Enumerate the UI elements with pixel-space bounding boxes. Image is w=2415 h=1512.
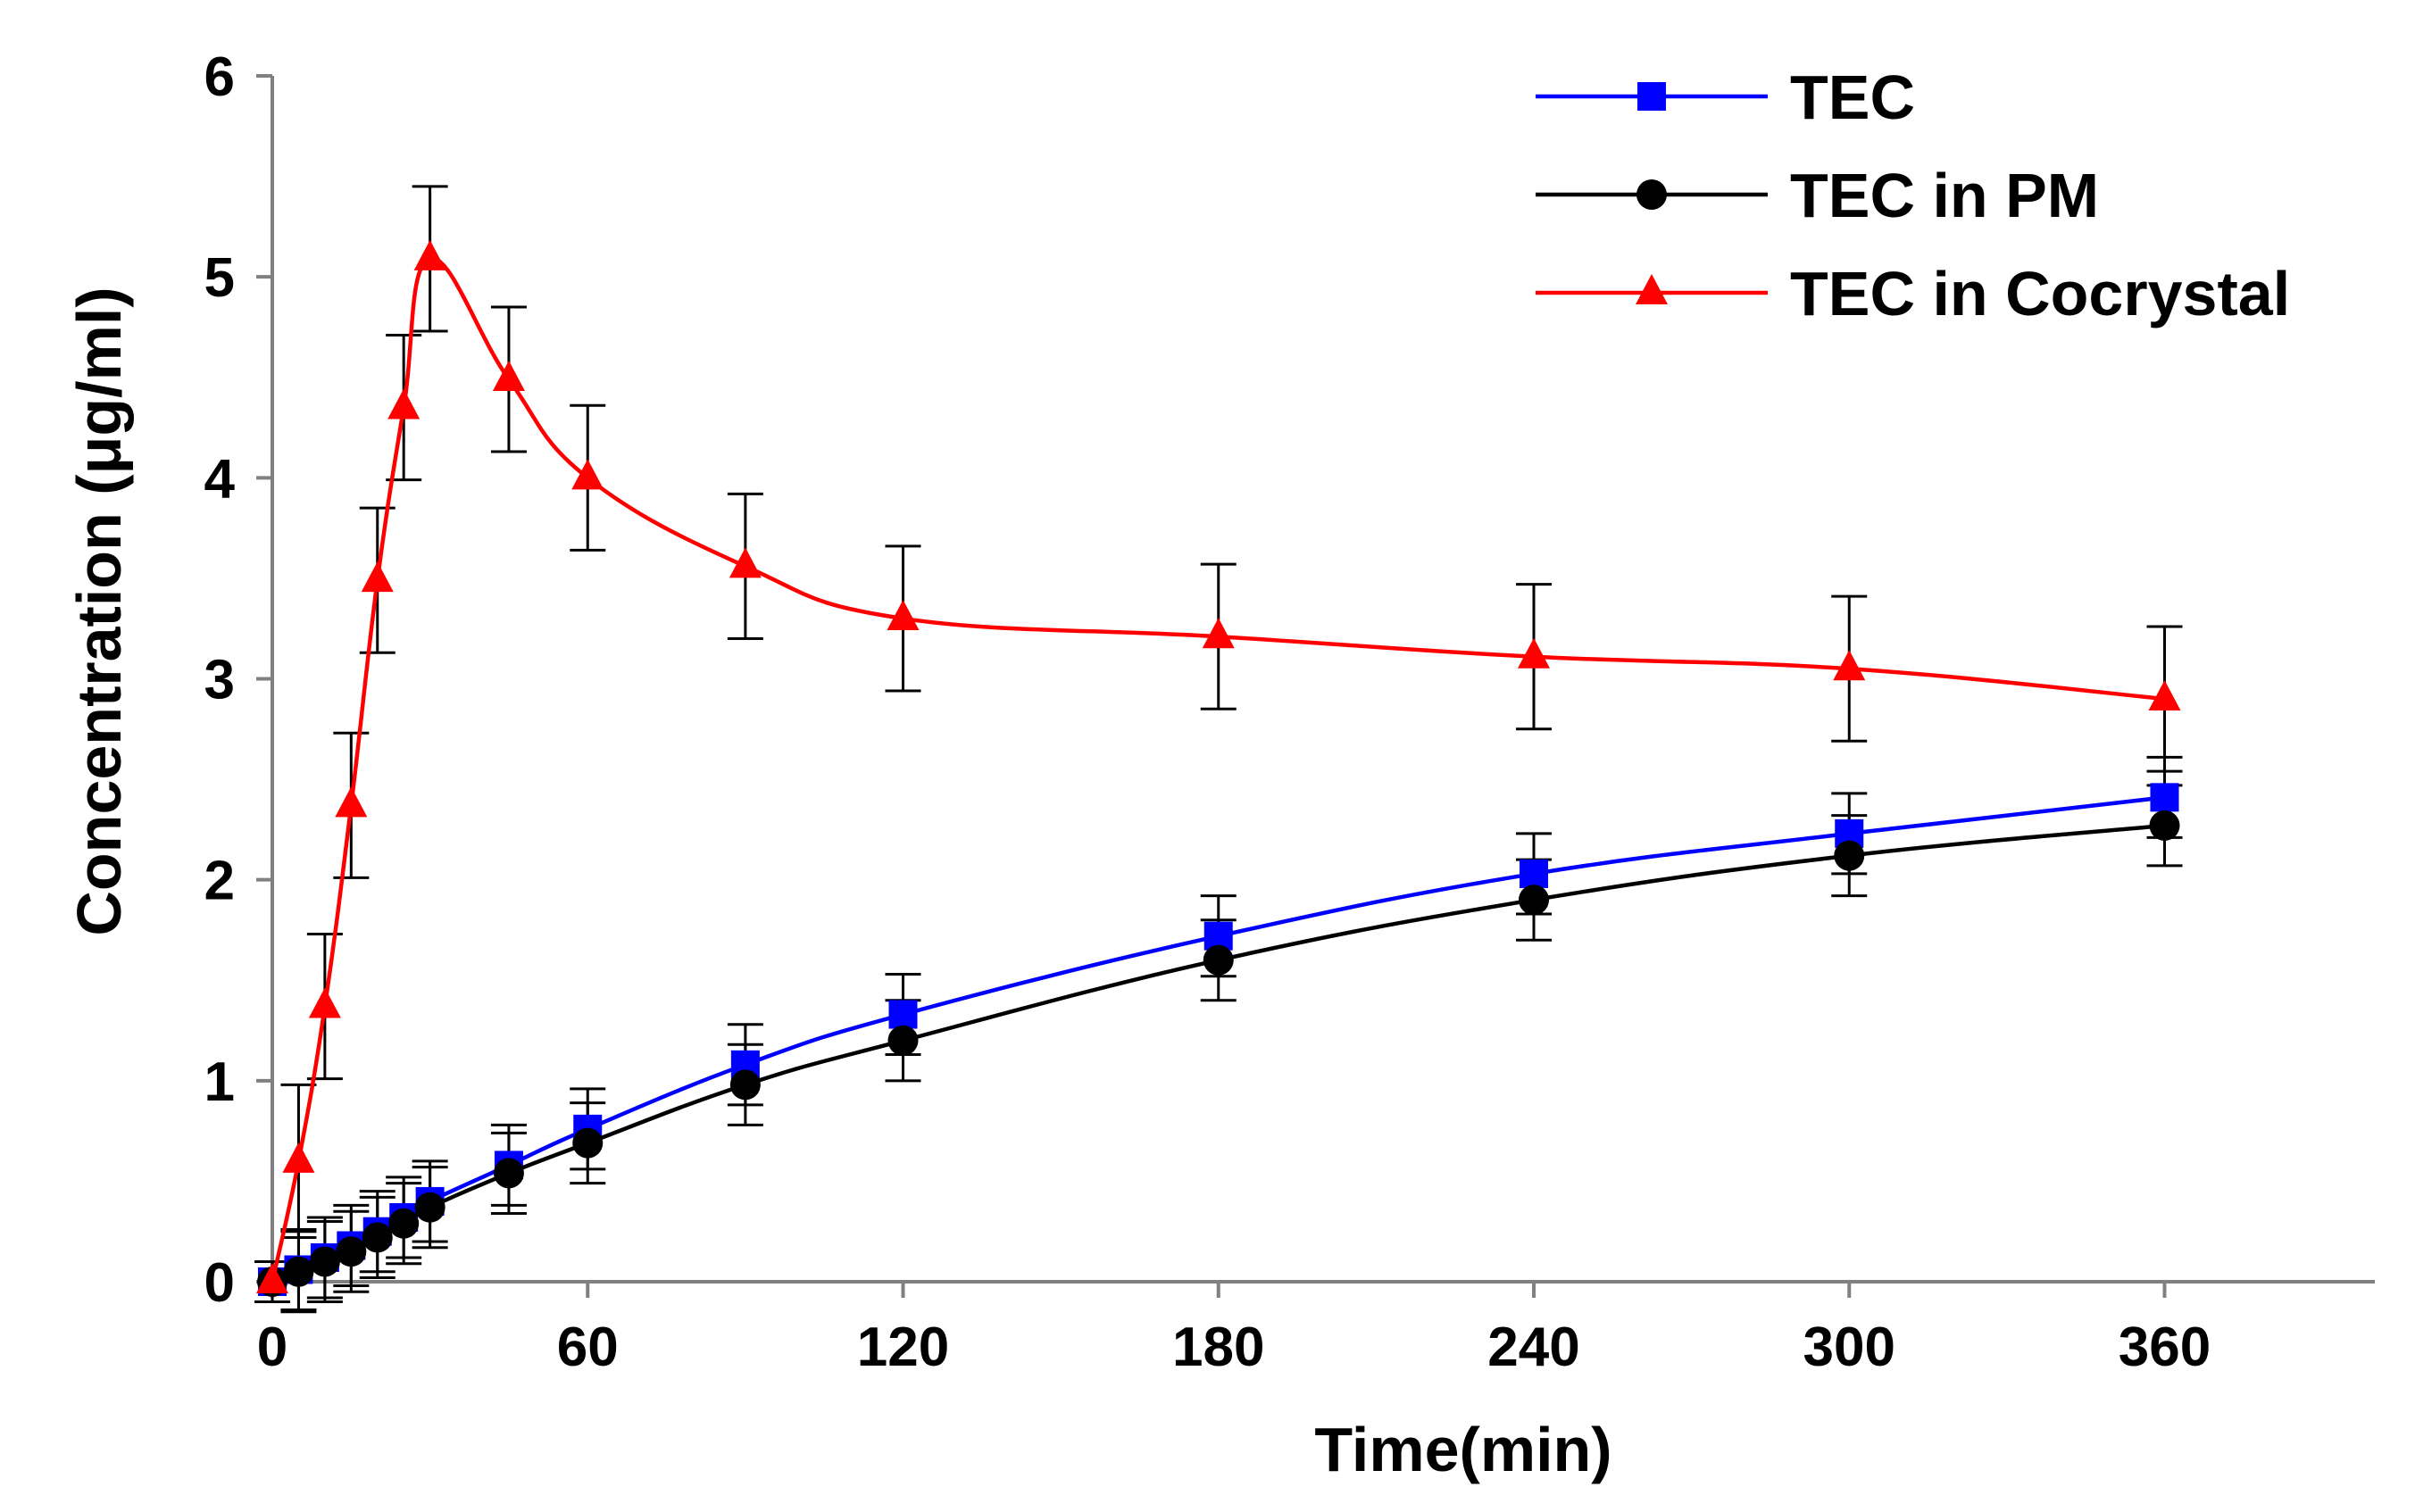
data-point bbox=[1203, 944, 1234, 976]
data-point bbox=[283, 1256, 314, 1287]
legend-swatch-marker bbox=[1637, 82, 1666, 111]
series-line bbox=[271, 823, 2165, 1284]
data-point bbox=[887, 1025, 919, 1056]
x-tick-label: 120 bbox=[857, 1317, 949, 1378]
legend-label: TEC bbox=[1790, 62, 1915, 132]
series-tec-in-cocrystal bbox=[256, 239, 2181, 1293]
data-point bbox=[2148, 680, 2181, 711]
data-point bbox=[492, 361, 525, 392]
legend-item-tec: TEC bbox=[1536, 62, 1915, 132]
data-point bbox=[335, 786, 368, 818]
data-point bbox=[729, 547, 762, 578]
data-point bbox=[2149, 810, 2180, 841]
y-axis-title: Concentration (μg/ml) bbox=[64, 287, 134, 935]
y-tick-label: 4 bbox=[204, 448, 236, 510]
data-point bbox=[729, 1069, 761, 1101]
y-tick-label: 1 bbox=[204, 1051, 235, 1113]
x-tick-label: 0 bbox=[257, 1317, 287, 1378]
errorbars-tec-in-cocrystal bbox=[254, 185, 2183, 1304]
errorbars-tec-in-pm bbox=[254, 784, 2183, 1314]
data-point bbox=[361, 561, 394, 593]
y-tick-label: 5 bbox=[204, 247, 235, 309]
series-line bbox=[271, 795, 2165, 1284]
data-point bbox=[1519, 885, 1549, 916]
data-point bbox=[571, 459, 604, 490]
errorbars-tec bbox=[254, 755, 2183, 1312]
data-point bbox=[362, 1222, 393, 1253]
legend-item-tec-in-pm: TEC in PM bbox=[1536, 161, 2099, 230]
data-point bbox=[414, 1192, 446, 1223]
data-point bbox=[2150, 783, 2179, 812]
y-tick-label: 2 bbox=[204, 851, 235, 912]
data-point bbox=[256, 1263, 288, 1293]
y-tick-label: 3 bbox=[204, 650, 235, 711]
legend-label: TEC in PM bbox=[1790, 161, 2099, 230]
legend-swatch-marker bbox=[1636, 179, 1667, 210]
legend: TEC TEC in PM TEC in Cocrystal bbox=[1536, 62, 2290, 328]
data-point bbox=[887, 599, 920, 630]
data-point bbox=[336, 1236, 367, 1267]
y-tick-label: 6 bbox=[204, 46, 235, 108]
y-tick-label: 0 bbox=[204, 1252, 235, 1314]
x-tick-label: 240 bbox=[1487, 1317, 1579, 1378]
x-tick-label: 360 bbox=[2119, 1317, 2211, 1378]
x-tick-label: 60 bbox=[557, 1317, 619, 1378]
data-point bbox=[388, 1208, 420, 1239]
series-tec bbox=[258, 783, 2179, 1296]
data-point bbox=[387, 388, 421, 420]
data-point bbox=[1520, 859, 1548, 888]
x-tick-label: 180 bbox=[1172, 1317, 1264, 1378]
series-line bbox=[270, 256, 2165, 1283]
data-point bbox=[1834, 840, 1865, 871]
data-point bbox=[282, 1142, 315, 1173]
series-layer bbox=[254, 185, 2183, 1314]
data-point bbox=[493, 1158, 524, 1189]
data-point bbox=[572, 1127, 604, 1159]
legend-item-tec-in-cocrystal: TEC in Cocrystal bbox=[1536, 259, 2290, 328]
legend-label: TEC in Cocrystal bbox=[1790, 259, 2290, 328]
x-tick-label: 300 bbox=[1803, 1317, 1895, 1378]
legend-swatch-marker bbox=[1636, 274, 1668, 304]
x-axis-title: Time(min) bbox=[1314, 1415, 1611, 1484]
series-tec-in-pm bbox=[257, 810, 2180, 1297]
data-point bbox=[888, 1000, 918, 1029]
data-point bbox=[308, 987, 341, 1018]
data-point bbox=[1833, 650, 1866, 681]
data-point bbox=[1202, 618, 1235, 649]
data-point bbox=[1518, 637, 1550, 669]
data-point bbox=[309, 1246, 340, 1277]
data-point bbox=[413, 239, 446, 270]
